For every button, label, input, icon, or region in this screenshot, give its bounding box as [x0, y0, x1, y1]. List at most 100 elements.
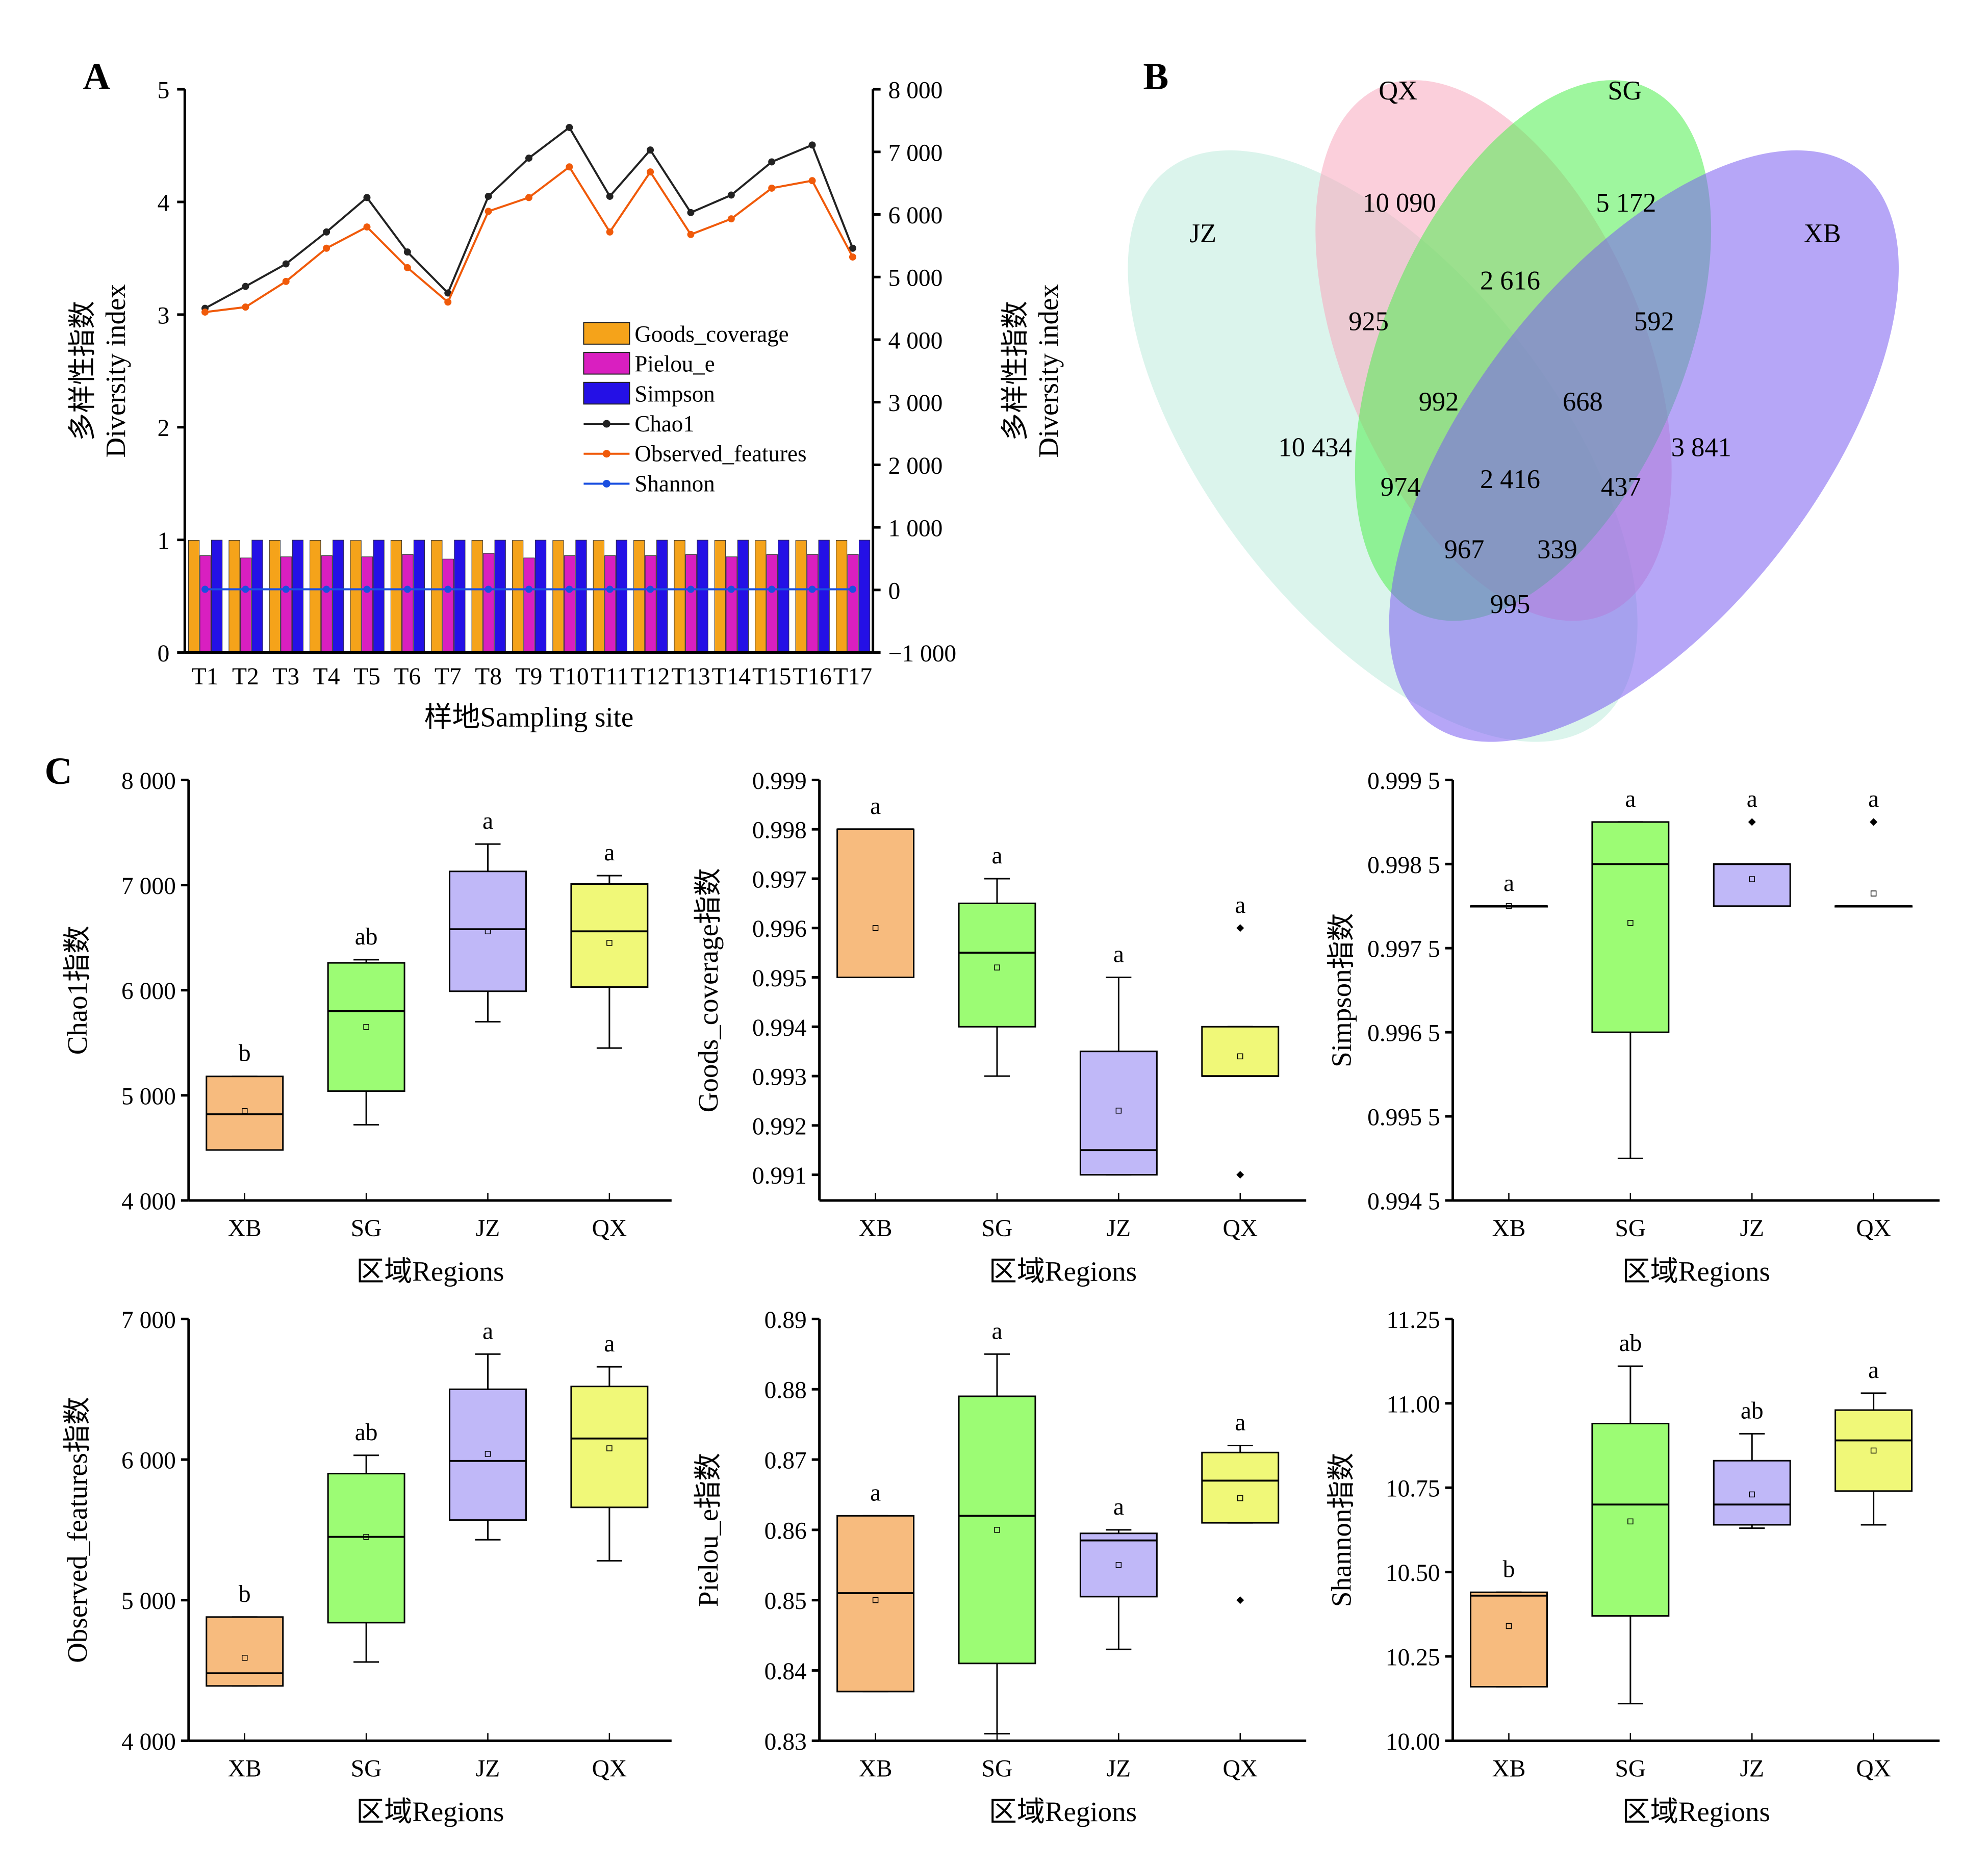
y-tick-label: 10.50 — [1386, 1560, 1440, 1587]
x-tick-label: T11 — [591, 663, 629, 690]
point-observed_features — [242, 303, 249, 311]
x-axis-label: 区域Regions — [1622, 1256, 1770, 1287]
y-tick-label: 6 000 — [121, 978, 176, 1005]
point-shannon — [525, 585, 532, 593]
line-observed_features — [205, 165, 854, 313]
bar-pielou_e — [766, 554, 778, 653]
significance-letter: a — [1113, 941, 1124, 968]
venn-region-count: 995 — [1490, 590, 1531, 619]
bar-simpson — [616, 540, 627, 653]
bar-simpson — [373, 540, 385, 653]
bar-goods_coverage — [188, 540, 200, 653]
bar-goods_coverage — [835, 540, 848, 653]
point-observed_features — [363, 223, 371, 231]
bar-simpson — [333, 540, 344, 653]
mean-marker — [1115, 1108, 1122, 1114]
left-tick-label: 0 — [158, 641, 170, 667]
significance-letter: a — [482, 1318, 493, 1344]
point-observed_features — [282, 277, 290, 285]
y-tick-label: 7 000 — [121, 1307, 176, 1334]
x-tick-label: QX — [1222, 1755, 1258, 1782]
box-jz — [449, 1388, 527, 1521]
bar-simpson — [697, 540, 708, 653]
right-tick-label: 3 000 — [888, 390, 943, 417]
point-shannon — [485, 585, 492, 593]
y-tick-label: 5 000 — [121, 1083, 176, 1110]
outlier-point — [1748, 818, 1756, 826]
point-observed_features — [485, 208, 492, 215]
right-tick-label: 0 — [888, 578, 901, 604]
point-chao1 — [242, 283, 249, 290]
right-tick-label: 2 000 — [888, 453, 943, 479]
y-tick-label: 0.992 — [752, 1113, 807, 1140]
point-shannon — [647, 585, 654, 593]
significance-letter: a — [1503, 870, 1514, 897]
y-tick-label: 0.997 5 — [1367, 936, 1440, 963]
point-chao1 — [566, 123, 573, 131]
right-tick-label: −1 000 — [888, 641, 957, 667]
legend-swatch-goods_coverage — [583, 322, 630, 345]
y-tick-label: 10.75 — [1386, 1476, 1440, 1502]
y-tick-label: 0.993 — [752, 1064, 807, 1091]
x-tick-label: T13 — [671, 663, 710, 690]
venn-region-count: 10 434 — [1279, 433, 1352, 463]
point-shannon — [282, 585, 290, 593]
bar-goods_coverage — [714, 540, 726, 653]
legend-marker — [602, 420, 610, 428]
mean-marker — [606, 940, 613, 946]
y-axis-label: Observed_features指数 — [62, 1397, 93, 1663]
right-tick-label: 7 000 — [888, 140, 943, 166]
significance-letter: a — [1868, 786, 1879, 812]
bar-pielou_e — [402, 554, 414, 653]
significance-letter: a — [991, 1318, 1002, 1344]
venn-region-count: 3 841 — [1671, 433, 1731, 463]
bar-pielou_e — [199, 555, 211, 653]
point-observed_features — [849, 253, 856, 261]
boxplot-c3: 0.994 5 0.995 5 0.996 5 0.997 5 0.998 5 0.999… — [1326, 768, 1940, 1287]
y-tick-label: 0.89 — [764, 1307, 807, 1334]
x-tick-label: XB — [228, 1755, 262, 1782]
point-chao1 — [768, 158, 776, 166]
box-xb — [836, 1515, 915, 1693]
bar-goods_coverage — [593, 540, 604, 653]
x-tick-label: T4 — [313, 663, 340, 690]
x-tick-label: XB — [1492, 1755, 1526, 1782]
mean-marker — [363, 1533, 369, 1540]
bar-goods_coverage — [633, 540, 645, 653]
mean-marker — [606, 1445, 613, 1451]
y-axis-label: Chao1指数 — [62, 926, 93, 1055]
venn-region-count: 974 — [1381, 472, 1421, 502]
left-tick-label: 2 — [158, 415, 170, 442]
point-chao1 — [485, 192, 492, 200]
panel-a-chart: 0 1 2 3 4 5 −1 000 0 1 000 2 000 3 000 4 000 5 000 6 … — [67, 78, 1064, 733]
y-axis-label: Pielou_e指数 — [693, 1453, 724, 1607]
bar-simpson — [413, 540, 425, 653]
x-tick-label: T16 — [793, 663, 831, 690]
bar-pielou_e — [240, 557, 252, 653]
boxplot-c2: 0.991 0.992 0.993 0.994 0.995 0.996 0.997 0.998… — [693, 768, 1307, 1287]
significance-letter: a — [1235, 1410, 1245, 1436]
bar-simpson — [454, 540, 466, 653]
y-tick-label: 11.25 — [1387, 1307, 1440, 1334]
outlier-point — [1236, 924, 1244, 932]
y-axis-label: Diversity index — [100, 284, 131, 457]
bar-pielou_e — [442, 558, 454, 653]
point-shannon — [242, 585, 249, 593]
x-axis-label: 区域Regions — [1622, 1796, 1770, 1827]
panel-b-venn: JZ QX SG XB 10 090 5 172 2 616 925 592 992 668 10 4… — [1128, 76, 1899, 742]
point-observed_features — [606, 228, 614, 236]
x-tick-label: XB — [859, 1215, 893, 1242]
point-shannon — [808, 585, 816, 593]
x-tick-label: T17 — [833, 663, 872, 690]
box-jz — [1713, 863, 1791, 907]
x-tick-label: QX — [1222, 1215, 1258, 1242]
x-tick-label: SG — [1615, 1215, 1646, 1242]
y-axis-label: Diversity index — [1033, 284, 1064, 457]
venn-region-count: 925 — [1348, 306, 1389, 336]
point-shannon — [606, 585, 614, 593]
bar-pielou_e — [685, 554, 697, 653]
significance-letter: a — [991, 842, 1002, 869]
point-shannon — [444, 585, 452, 593]
x-tick-label: T3 — [272, 663, 299, 690]
